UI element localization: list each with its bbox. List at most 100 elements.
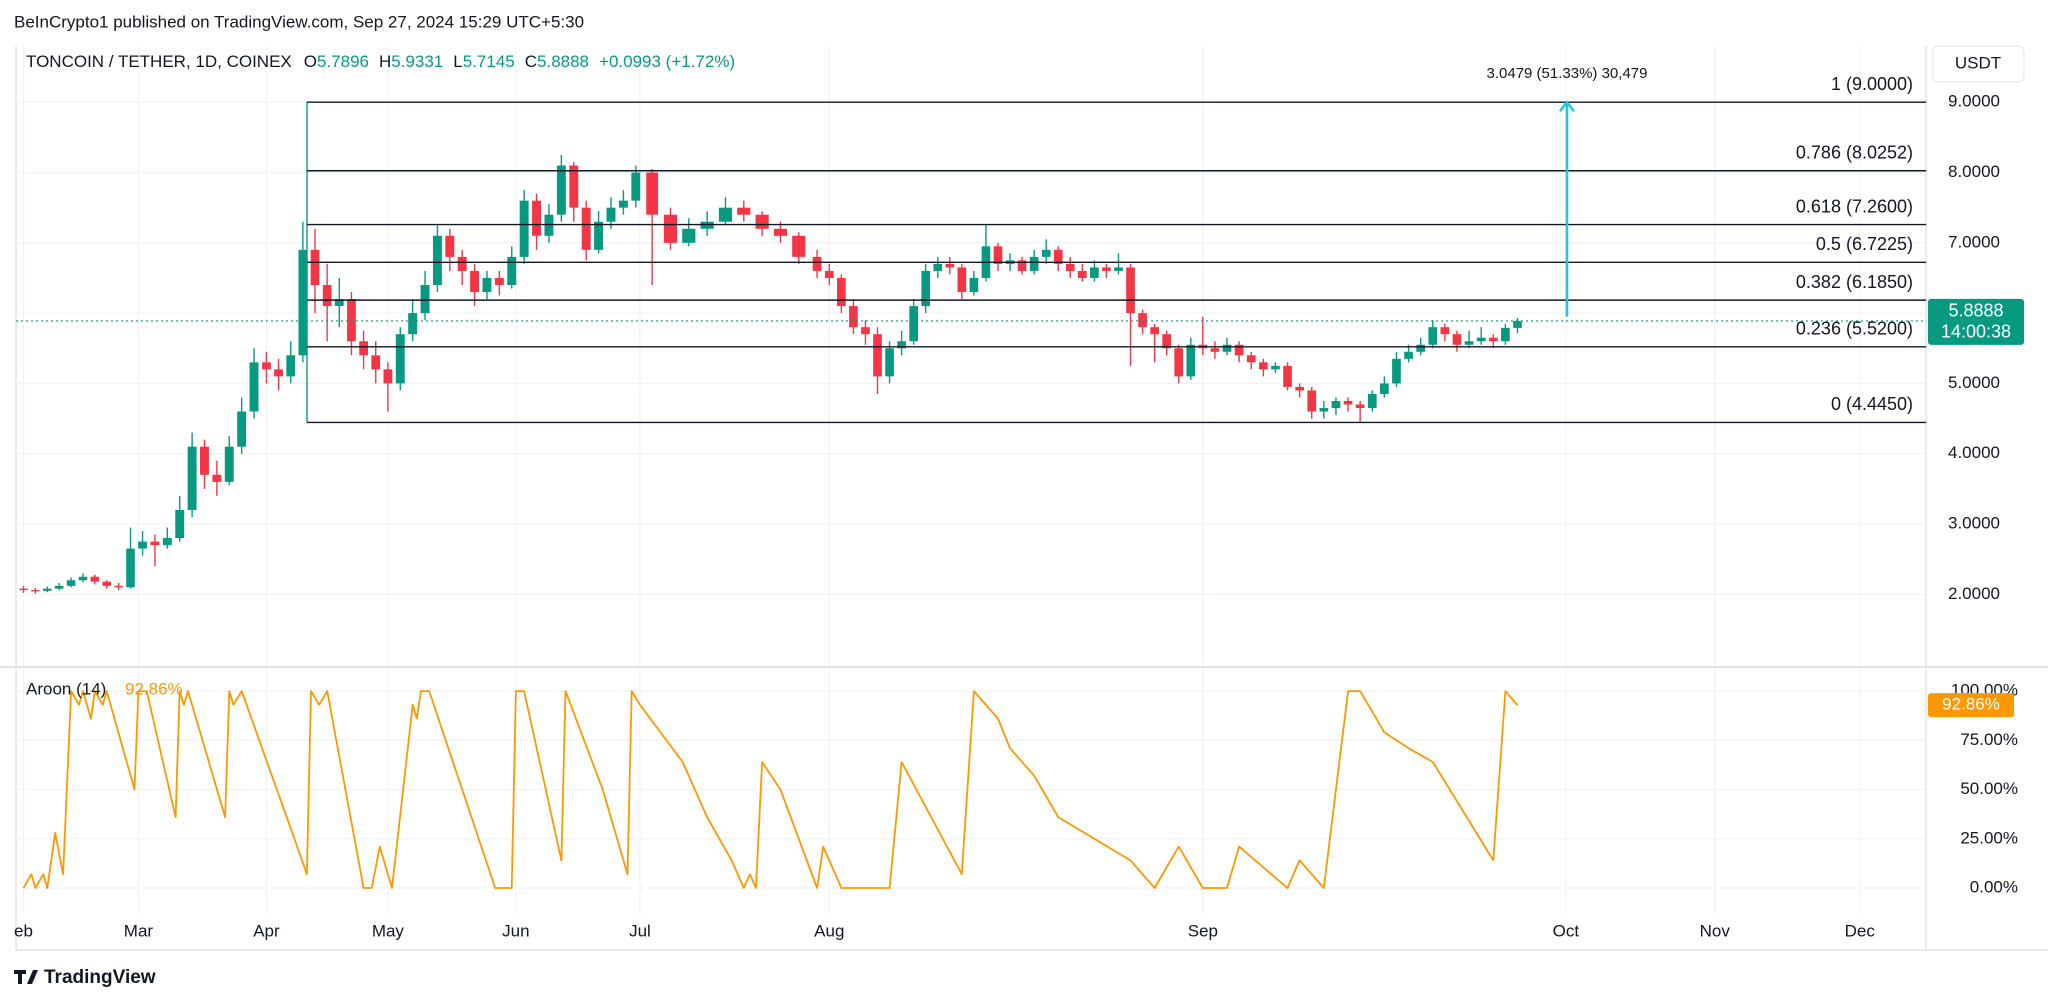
arrow-head [1558, 100, 1576, 113]
candle-body [1102, 267, 1111, 271]
ohlc-value: 5.7145 [463, 52, 515, 71]
x-tick-label: Dec [1845, 921, 1876, 940]
candle-body [663, 214, 678, 243]
candle-body [90, 576, 100, 582]
symbol-legend: TONCOIN / TETHER, 1D, COINEX O5.7896 H5.93… [26, 52, 735, 71]
candle-body [1271, 365, 1280, 370]
aroon-line [22, 690, 1519, 889]
candle-body [1138, 313, 1147, 328]
y-tick-label: 9.0000 [1948, 92, 2000, 111]
candle-body [1246, 355, 1256, 363]
candle-body [383, 369, 393, 384]
ohlc-value: 5.8888 [537, 52, 589, 71]
x-tick-label: Apr [253, 921, 280, 940]
candle-body [1017, 260, 1027, 271]
candle-body [1355, 404, 1365, 409]
grid-layer [0, 46, 2048, 951]
overlay-layer: eb Mar Apr May Jun Jul Aug Sep Oct Nov Dec 2.0000 3.… [14, 52, 2024, 940]
candle-body [334, 299, 344, 307]
candle-body [1210, 348, 1220, 352]
candle-body [31, 590, 40, 592]
candle-body [420, 285, 430, 314]
x-tick-label: Aug [814, 921, 844, 940]
candle-body [371, 355, 381, 370]
x-tick-label: eb [14, 921, 33, 940]
candle-body [1041, 249, 1051, 257]
x-tick-label: Jun [502, 921, 529, 940]
candle-body [792, 235, 806, 257]
candle-body [224, 446, 234, 482]
candle-body [1380, 383, 1389, 394]
countdown-label: 14:00:38 [1941, 322, 2011, 342]
candle-body [494, 277, 504, 286]
y2-tick-label: 0.00% [1970, 877, 2018, 896]
y-tick-label: 4.0000 [1948, 443, 2000, 462]
candle-body [556, 165, 566, 215]
candle-body [175, 509, 185, 539]
fib-level-label: 0.382 (6.1850) [1796, 272, 1913, 292]
candle-body [544, 214, 554, 236]
indicator-title: Aroon (14) [26, 679, 106, 698]
ohlc-value: 5.9331 [391, 52, 443, 71]
candle-body [1416, 344, 1426, 352]
candle-body [957, 267, 967, 293]
y2-tick-label: 75.00% [1960, 730, 2018, 749]
candle-body [1476, 337, 1486, 342]
last-price-badge [1928, 298, 2024, 345]
ohlc-value: 5.7896 [317, 52, 369, 71]
footer-brand: TradingView [44, 967, 156, 988]
candle-body [594, 221, 604, 250]
candle-body [1174, 348, 1184, 377]
candle-body [909, 306, 918, 342]
candle-body [274, 369, 283, 377]
candle-body [755, 214, 769, 229]
candle-body [569, 165, 579, 208]
candle-body [286, 355, 296, 377]
candle-body [1440, 327, 1450, 335]
candle-body [1053, 249, 1063, 264]
currency-button[interactable] [1932, 45, 2025, 83]
candle-body [861, 327, 870, 335]
candle-body [1307, 390, 1317, 412]
candle-body [200, 446, 209, 475]
candle-body [102, 581, 112, 586]
candle-body [212, 474, 222, 482]
ohlc-key: C [525, 52, 537, 71]
candle-body [897, 341, 906, 349]
ohlc-key: L [453, 52, 462, 71]
candle-body [262, 362, 271, 370]
x-tick-label: Oct [1553, 921, 1580, 940]
fib-level-label: 0.786 (8.0252) [1796, 143, 1913, 163]
candle-body [1295, 386, 1305, 391]
candle-body [532, 200, 542, 236]
candle-body [773, 228, 788, 236]
candle-body [1029, 256, 1039, 271]
projection-label: 3.0479 (51.33%) 30,479 [1487, 65, 1648, 82]
tradingview-logo: TradingView [14, 967, 156, 988]
candle-body [1234, 344, 1244, 356]
candle-body [933, 263, 943, 271]
indicator-badge [1928, 693, 2014, 718]
x-tick-label: Sep [1188, 921, 1218, 940]
ohlc-key: O [304, 52, 317, 71]
candle-body [1488, 337, 1498, 342]
candle-body [1343, 400, 1353, 405]
candle-body [432, 235, 442, 286]
candle-body [849, 306, 858, 328]
candle-body [945, 263, 955, 268]
candle-body [43, 588, 52, 591]
fib-level-label: 0 (4.4450) [1831, 394, 1913, 414]
change-value: +0.0993 (+1.72%) [599, 52, 735, 71]
candle-body [126, 548, 135, 588]
candle-body [1090, 267, 1099, 278]
candle-body [812, 256, 822, 271]
candle-body [162, 538, 172, 546]
candle-body [408, 313, 418, 335]
candle-body [969, 277, 979, 293]
candle-body [873, 334, 882, 377]
candle-body [310, 249, 320, 286]
candle-body [737, 207, 751, 215]
candle-body [1367, 393, 1377, 409]
candle-body [606, 207, 616, 222]
candle-body [837, 277, 846, 307]
